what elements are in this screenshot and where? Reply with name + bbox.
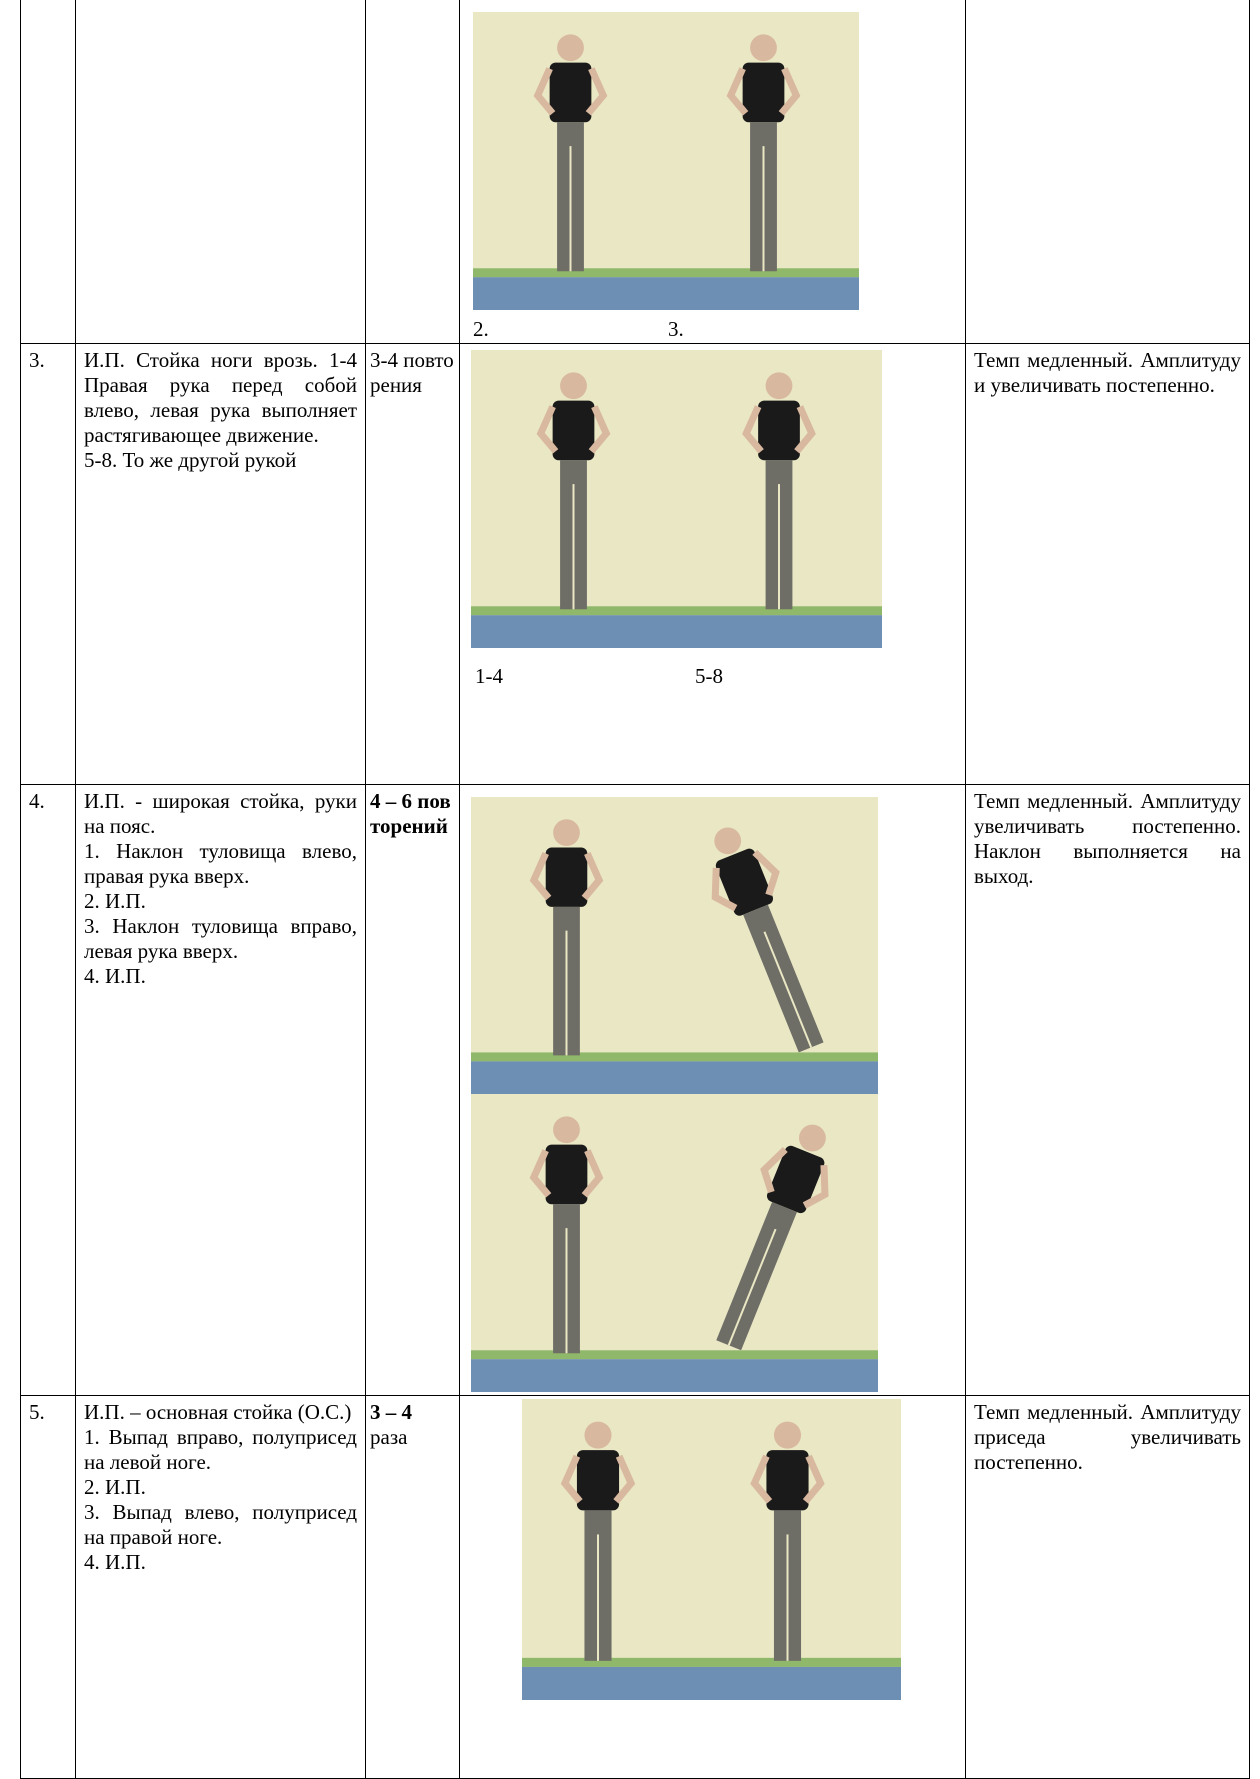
photo-label: 5-8 xyxy=(695,664,723,688)
description-line: 1. Выпад вправо, полуприсед на левой ног… xyxy=(84,1425,357,1474)
description-cell: И.П. Стойка ноги врозь. 1-4 Правая рука … xyxy=(75,343,366,785)
reps-text: 4 – 6 повторений xyxy=(370,789,451,838)
description-line: 1. Наклон туловища влево, правая рука вв… xyxy=(84,839,357,888)
exercise-photo xyxy=(662,797,878,1094)
table-row: 3. И.П. Стойка ноги врозь. 1-4 Правая рук… xyxy=(20,343,1250,785)
reps-cell: 3-4 повторения xyxy=(365,343,460,785)
description-line: И.П. – основная стойка (О.С.) xyxy=(84,1400,352,1424)
exercise-photo xyxy=(522,1399,674,1700)
exercise-table: 2. 3. 3. И.П. Стойка ноги врозь. 1-4 Правая… xyxy=(20,0,1250,1779)
exercise-photo xyxy=(471,350,676,648)
exercise-photo xyxy=(674,1399,901,1700)
photo-cell: 2. 3. xyxy=(459,0,966,344)
notes-cell: Темп медленный. Амплитуду и увеличивать … xyxy=(965,343,1250,785)
description-line: И.П. - широкая стойка, руки на пояс. xyxy=(84,789,357,838)
description-line: И.П. Стойка ноги врозь. 1-4 Правая рука … xyxy=(84,348,357,447)
description-line: 4. И.П. xyxy=(84,1550,146,1574)
reps-text: раза xyxy=(370,1425,408,1449)
photo-cell xyxy=(459,1395,966,1779)
table-row: 5. И.П. – основная стойка (О.С.) 1. Выпад … xyxy=(20,1395,1250,1779)
number-cell: 5. xyxy=(20,1395,76,1779)
number-cell: 3. xyxy=(20,343,76,785)
exercise-photo xyxy=(471,1094,662,1392)
reps-cell: 4 – 6 повторений xyxy=(365,784,460,1396)
photo-label: 2. xyxy=(473,317,489,341)
description-line: 3. Наклон туловища вправо, левая рука вв… xyxy=(84,914,357,963)
number-cell xyxy=(20,0,76,344)
reps-text: 3-4 повторения xyxy=(370,348,454,397)
description-line: 2. И.П. xyxy=(84,889,146,913)
number-cell: 4. xyxy=(20,784,76,1396)
exercise-photo xyxy=(662,1094,878,1392)
notes-cell: Темп медленный. Амплитуду увеличивать по… xyxy=(965,784,1250,1396)
table-row: 4. И.П. - широкая стойка, руки на пояс. 1.… xyxy=(20,784,1250,1396)
table-body: 2. 3. 3. И.П. Стойка ноги врозь. 1-4 Правая… xyxy=(20,0,1250,1779)
notes-cell xyxy=(965,0,1250,344)
description-cell xyxy=(75,0,366,344)
description-cell: И.П. - широкая стойка, руки на пояс. 1. Н… xyxy=(75,784,366,1396)
reps-cell xyxy=(365,0,460,344)
description-line: 4. И.П. xyxy=(84,964,146,988)
exercise-photo xyxy=(473,12,668,310)
description-line: 2. И.П. xyxy=(84,1475,146,1499)
photo-label: 3. xyxy=(668,317,684,341)
photo-cell: 1-4 5-8 xyxy=(459,343,966,785)
photo-label: 1-4 xyxy=(475,664,503,688)
description-line: 3. Выпад влево, полуприсед на правой ног… xyxy=(84,1500,357,1549)
reps-cell: 3 – 4 раза xyxy=(365,1395,460,1779)
exercise-photo xyxy=(668,12,859,310)
description-cell: И.П. – основная стойка (О.С.) 1. Выпад вп… xyxy=(75,1395,366,1779)
description-line: 5-8. То же другой рукой xyxy=(84,448,297,472)
table-row: 2. 3. xyxy=(20,0,1250,344)
exercise-photo xyxy=(676,350,882,648)
reps-text: 3 – 4 xyxy=(370,1400,412,1424)
photo-cell xyxy=(459,784,966,1396)
exercise-photo xyxy=(471,797,662,1094)
notes-cell: Темп медленный. Амплитуду приседа увелич… xyxy=(965,1395,1250,1779)
